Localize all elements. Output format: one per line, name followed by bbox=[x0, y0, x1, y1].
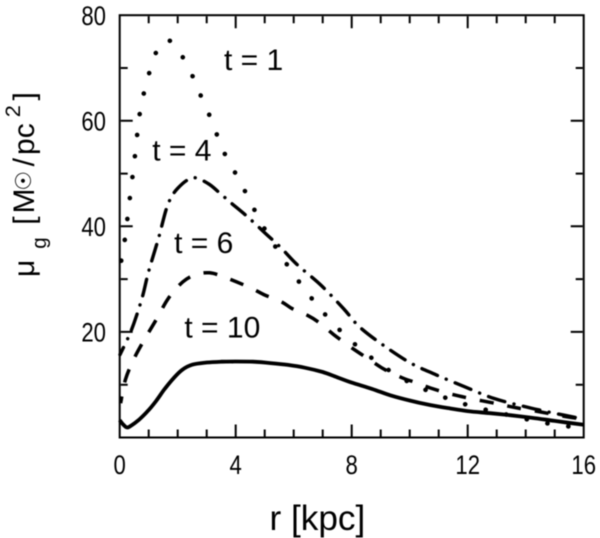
svg-text:40: 40 bbox=[81, 213, 106, 243]
svg-text:80: 80 bbox=[81, 2, 106, 32]
svg-text:t = 6: t = 6 bbox=[174, 227, 233, 260]
svg-text:r [kpc]: r [kpc] bbox=[270, 499, 366, 538]
svg-text:t = 4: t = 4 bbox=[152, 135, 211, 168]
svg-text:4: 4 bbox=[230, 451, 242, 481]
svg-text:20: 20 bbox=[81, 319, 106, 349]
svg-text:16: 16 bbox=[571, 451, 596, 481]
svg-text:12: 12 bbox=[455, 451, 480, 481]
svg-text:0: 0 bbox=[114, 451, 126, 481]
svg-text:60: 60 bbox=[81, 107, 106, 137]
svg-text:t = 1: t = 1 bbox=[224, 44, 283, 77]
svg-text:8: 8 bbox=[346, 451, 358, 481]
svg-text:t = 10: t = 10 bbox=[184, 312, 260, 345]
